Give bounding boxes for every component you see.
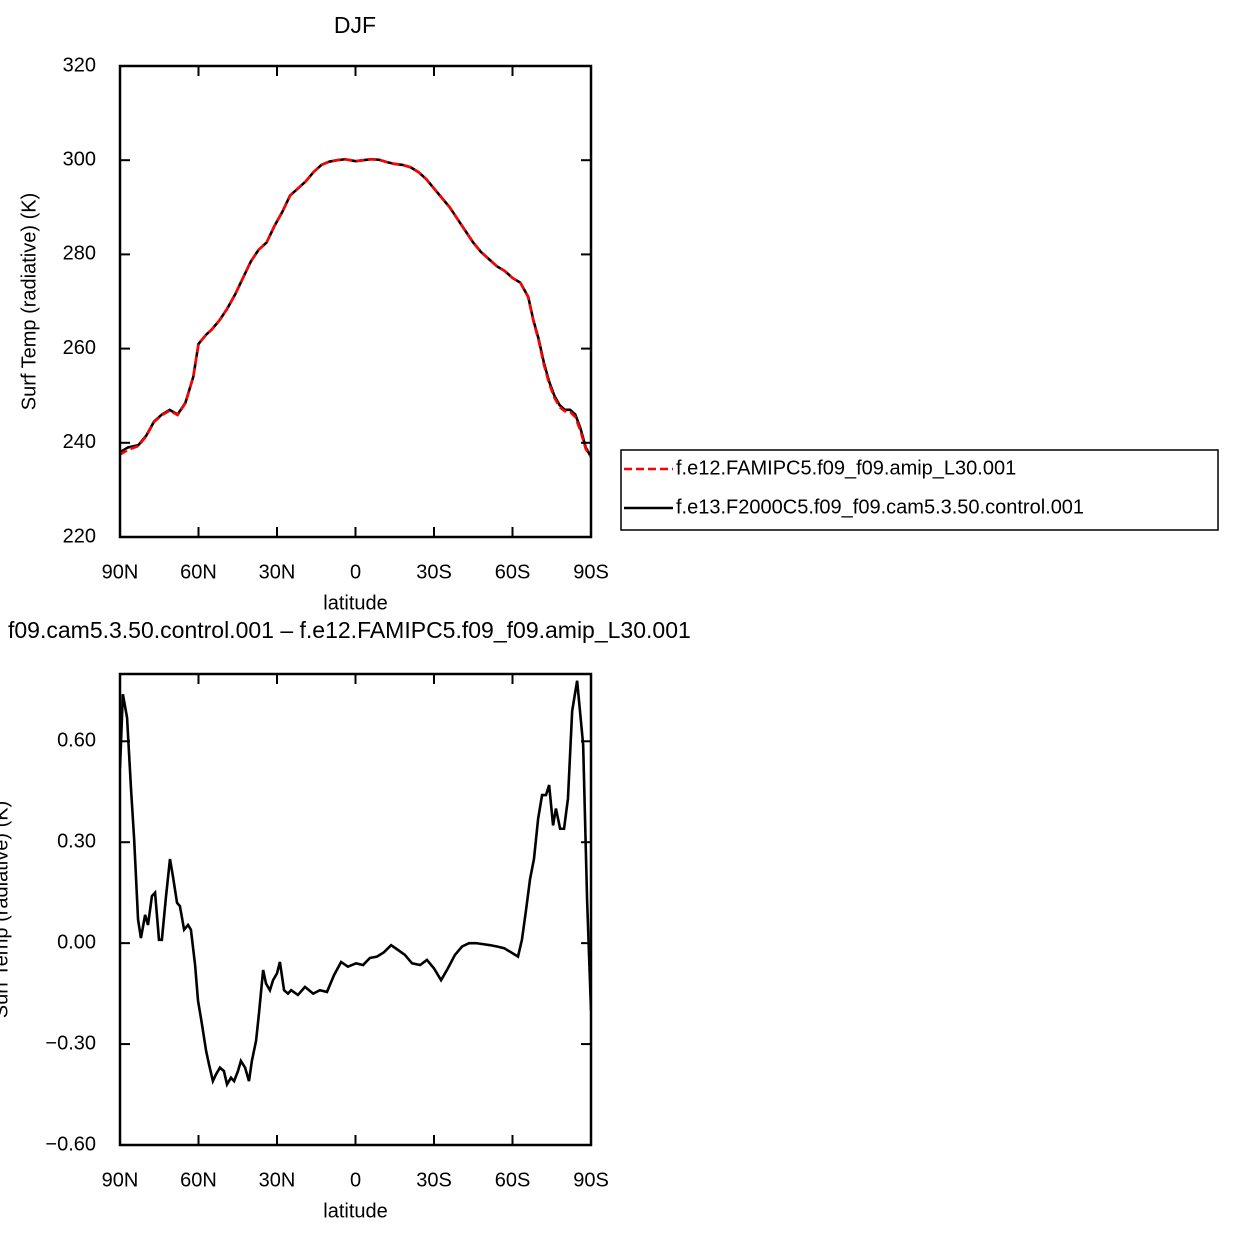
y-tick-label: 0.00 xyxy=(57,931,96,953)
y-tick-label: 260 xyxy=(63,337,96,359)
x-tick-label: 60N xyxy=(180,561,217,583)
data-line xyxy=(120,157,591,458)
legend-label: f.e12.FAMIPC5.f09_f09.amip_L30.001 xyxy=(676,457,1016,479)
y-tick-label: 280 xyxy=(63,243,96,265)
x-tick-label: 90S xyxy=(573,561,609,583)
x-tick-label: 90N xyxy=(102,561,139,583)
x-tick-label: 60S xyxy=(495,1169,531,1191)
y-tick-label: 300 xyxy=(63,148,96,170)
x-tick-label: 30S xyxy=(416,561,452,583)
data-line xyxy=(120,680,591,1088)
y-tick-label: 0.60 xyxy=(57,730,96,752)
x-tick-label: 90N xyxy=(102,1169,139,1191)
plot-frame xyxy=(118,64,593,539)
data-line xyxy=(120,157,591,458)
y-tick-label: 240 xyxy=(63,431,96,453)
x-axis-label: latitude xyxy=(323,592,388,614)
y-tick-label: 320 xyxy=(63,54,96,76)
y-axis-label: Surf Temp (radiative) (K) xyxy=(0,801,12,1018)
chart-title: f09.cam5.3.50.control.001 – f.e12.FAMIPC… xyxy=(8,617,691,643)
x-tick-label: 30S xyxy=(416,1169,452,1191)
x-tick-label: 90S xyxy=(573,1169,609,1191)
x-axis-label: latitude xyxy=(323,1200,388,1222)
plot-frame xyxy=(118,672,593,1147)
y-tick-label: −0.30 xyxy=(45,1032,96,1054)
chart-title: DJF xyxy=(334,12,376,38)
legend-label: f.e13.F2000C5.f09_f09.cam5.3.50.control.… xyxy=(676,496,1084,518)
y-tick-label: −0.60 xyxy=(45,1133,96,1155)
y-axis-label: Surf Temp (radiative) (K) xyxy=(18,193,40,410)
x-tick-label: 0 xyxy=(350,561,361,583)
x-tick-label: 30N xyxy=(259,1169,296,1191)
legend-box xyxy=(620,449,1219,531)
y-tick-label: 220 xyxy=(63,525,96,547)
x-tick-label: 30N xyxy=(259,561,296,583)
x-tick-label: 60N xyxy=(180,1169,217,1191)
x-tick-label: 60S xyxy=(495,561,531,583)
x-tick-label: 0 xyxy=(350,1169,361,1191)
y-tick-label: 0.30 xyxy=(57,830,96,852)
